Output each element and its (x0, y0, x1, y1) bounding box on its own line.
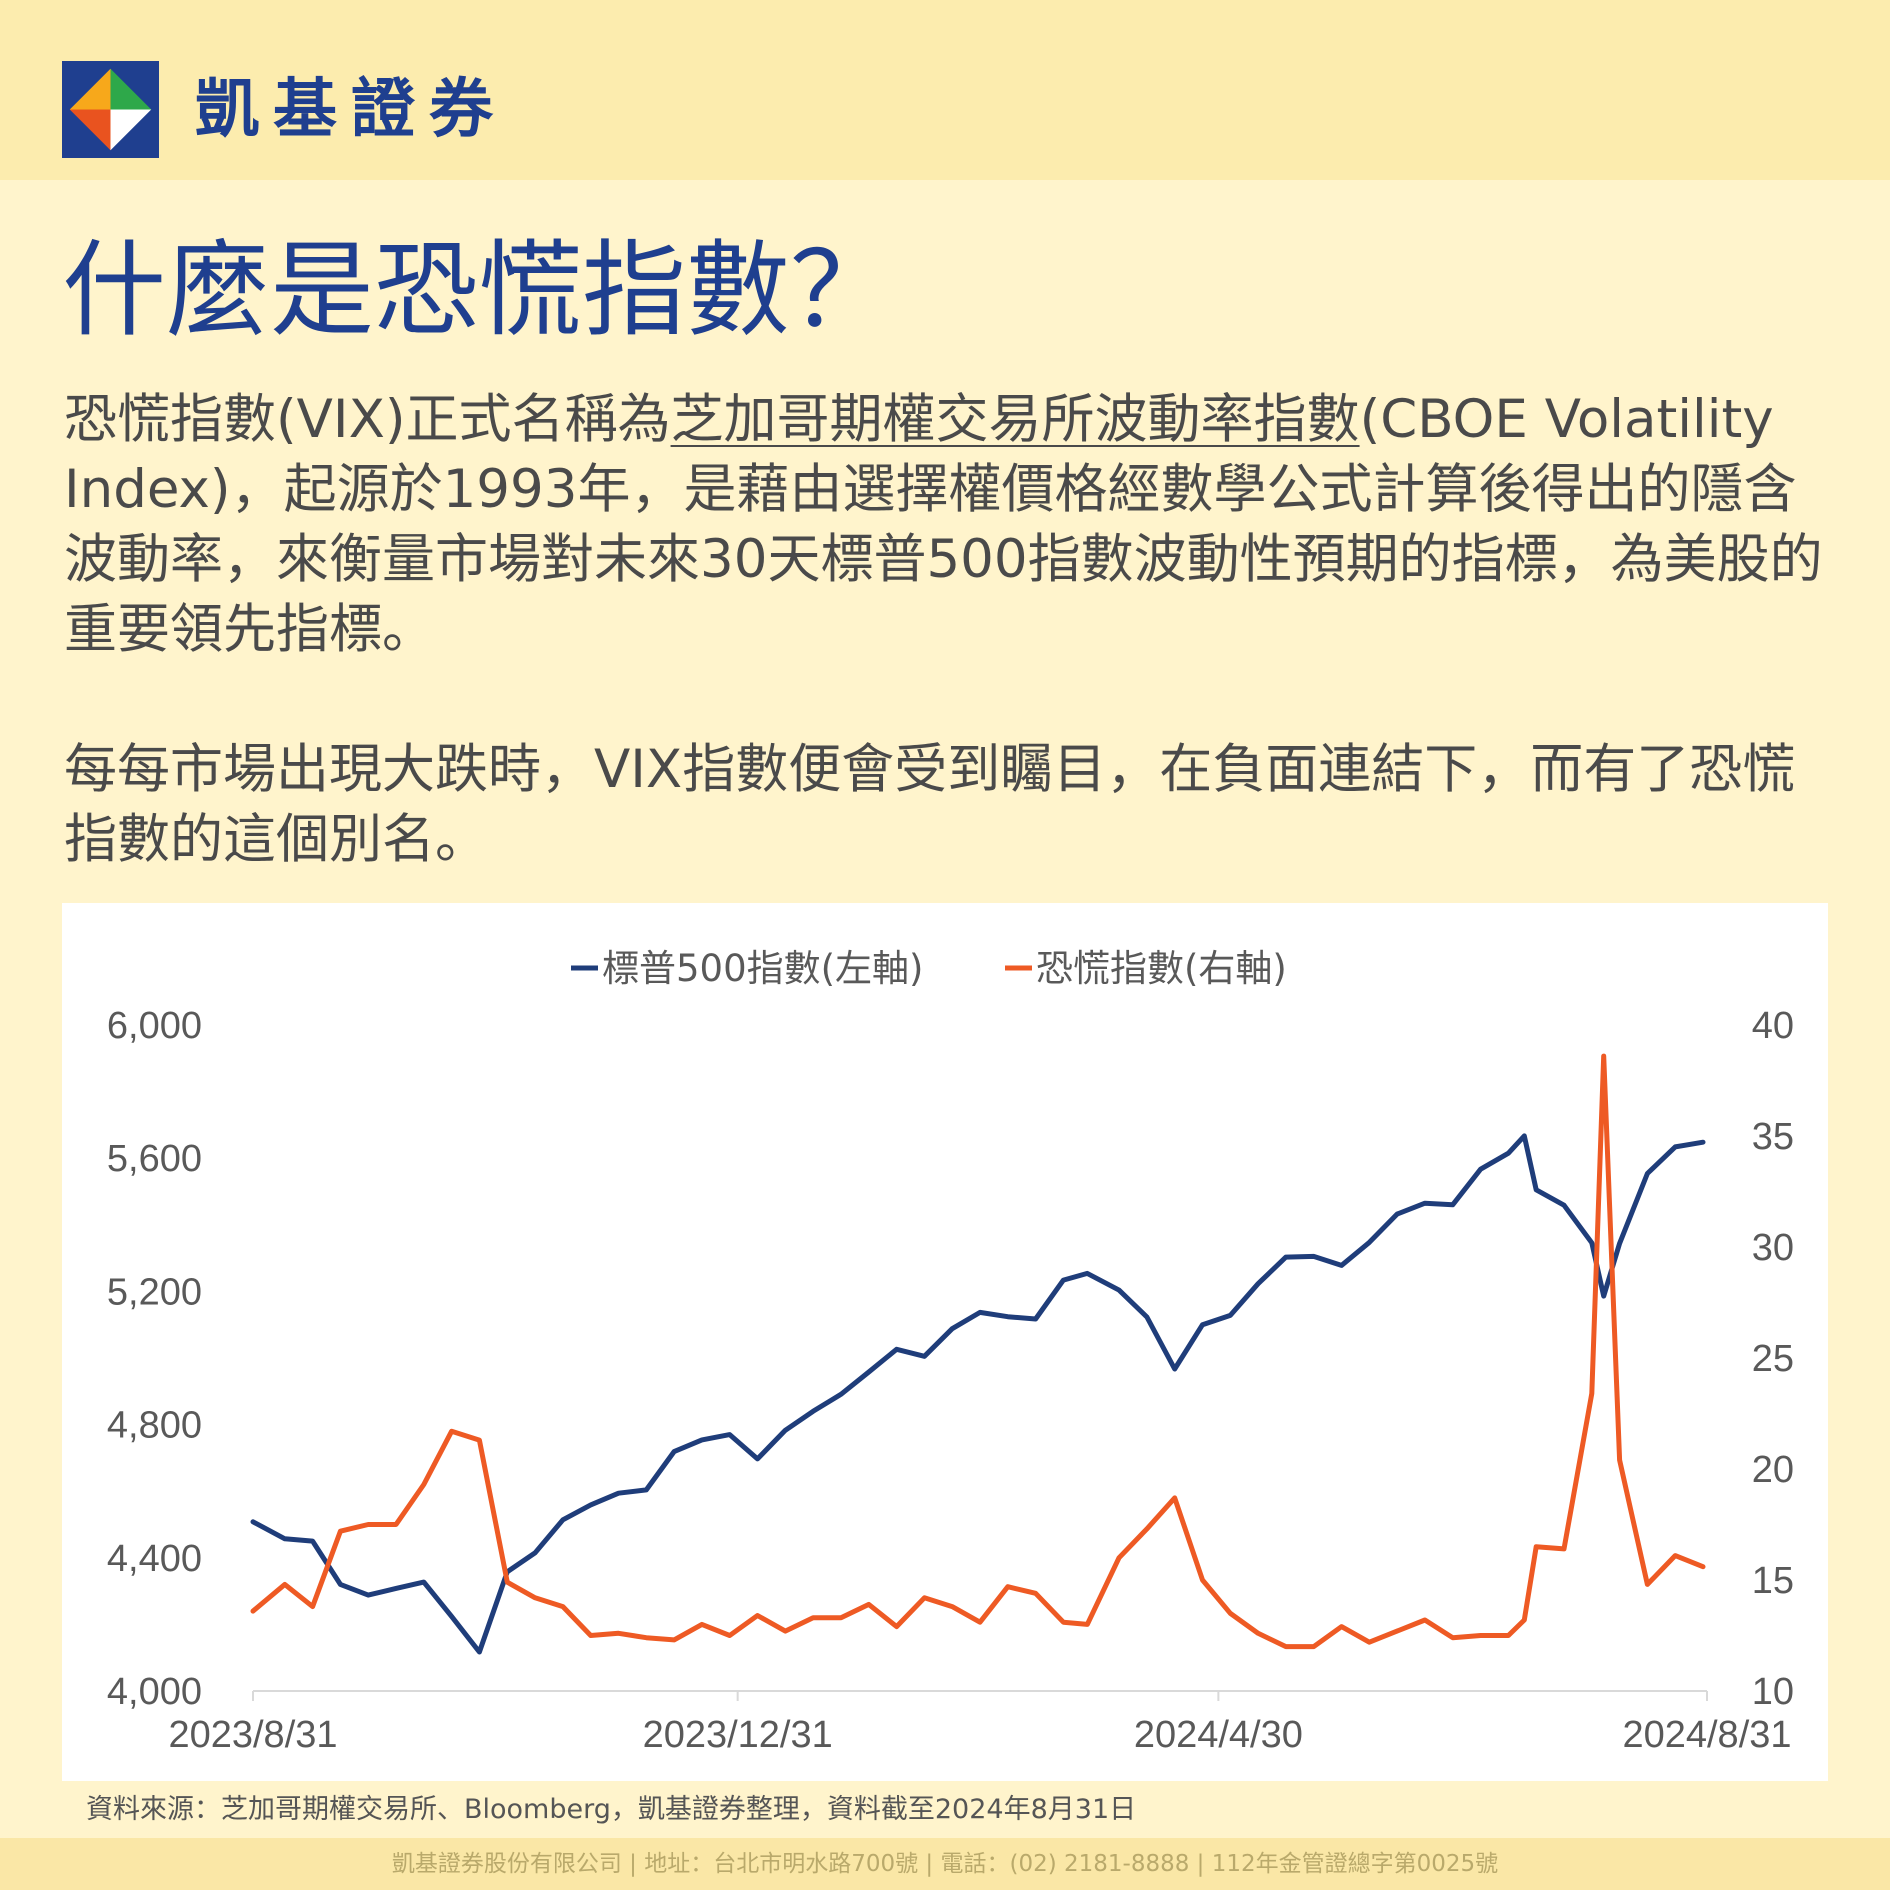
y-left-tick-label: 6,000 (107, 1005, 202, 1047)
y-left-tick-label: 4,400 (107, 1538, 202, 1580)
series-line-vix (250, 1053, 1706, 1650)
kgi-logo-icon (62, 61, 159, 158)
x-tick-label: 2023/8/31 (168, 1714, 337, 1756)
dual-axis-line-chart: 標普500指數(左軸) 恐慌指數(右軸) 4,000 4,400 4,800 5,20… (107, 947, 1794, 1756)
y-right-tick-label: 35 (1752, 1116, 1794, 1158)
y-axis-left: 4,000 4,400 4,800 5,200 5,600 6,000 (107, 1005, 202, 1713)
y-left-tick-label: 4,000 (107, 1671, 202, 1713)
y-left-tick-label: 5,200 (107, 1271, 202, 1313)
header: 凱基證券 (0, 0, 1890, 180)
chart-container: 標普500指數(左軸) 恐慌指數(右軸) 4,000 4,400 4,800 5,20… (62, 903, 1828, 1781)
chart-legend: 標普500指數(左軸) 恐慌指數(右軸) (571, 947, 1287, 990)
y-right-tick-label: 40 (1752, 1005, 1794, 1047)
x-tick-label: 2024/4/30 (1134, 1714, 1303, 1756)
series-layer (250, 1053, 1706, 1655)
intro-underlined-term: 芝加哥期權交易所波動率指數 (670, 389, 1360, 450)
brand-name: 凱基證券 (195, 73, 507, 147)
nickname-paragraph: 每每市場出現大跌時，VIX指數便會受到矚目，在負面連結下，而有了恐慌指數的這個別… (64, 739, 1796, 870)
intro-paragraph: 恐慌指數(VIX)正式名稱為芝加哥期權交易所波動率指數(CBOE Volatil… (64, 385, 1834, 665)
x-axis: 2023/8/31 2023/12/31 2024/4/30 2024/8/31 (168, 1691, 1792, 1756)
legend-label-vix: 恐慌指數(右軸) (1036, 947, 1287, 990)
y-right-tick-label: 15 (1752, 1560, 1794, 1602)
y-left-tick-label: 5,600 (107, 1138, 202, 1180)
series-line-sp500 (250, 1133, 1706, 1655)
y-left-tick-label: 4,800 (107, 1405, 202, 1447)
y-right-tick-label: 20 (1752, 1449, 1794, 1491)
y-right-tick-label: 10 (1752, 1671, 1794, 1713)
y-axis-right: 10 15 20 25 30 35 40 (1752, 1005, 1794, 1713)
legend-label-sp500: 標普500指數(左軸) (602, 947, 924, 990)
x-tick-label: 2023/12/31 (643, 1714, 833, 1756)
x-tick-label: 2024/8/31 (1622, 1714, 1791, 1756)
footer: 凱基證券股份有限公司 | 地址：台北市明水路700號 | 電話：(02) 218… (0, 1838, 1890, 1890)
footer-company-info: 凱基證券股份有限公司 | 地址：台北市明水路700號 | 電話：(02) 218… (391, 1851, 1499, 1877)
intro-text-2: (CBOE Volatility Index)，起源於1993年，是藉由選擇權價… (64, 389, 1823, 660)
intro-text-1: 恐慌指數(VIX)正式名稱為 (64, 389, 671, 450)
y-right-tick-label: 30 (1752, 1227, 1794, 1269)
y-right-tick-label: 25 (1752, 1338, 1794, 1380)
page-title: 什麼是恐慌指數？ (62, 229, 895, 351)
data-source-note: 資料來源：芝加哥期權交易所、Bloomberg，凱基證券整理，資料截至2024年… (86, 1794, 1137, 1825)
